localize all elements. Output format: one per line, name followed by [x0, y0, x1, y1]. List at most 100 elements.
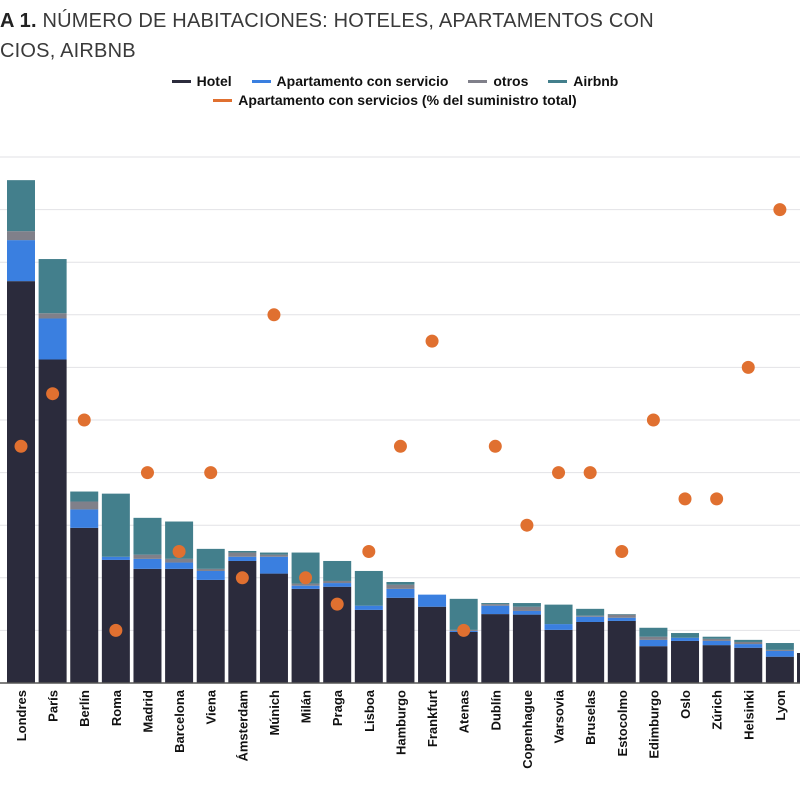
bar-airbnb: [354, 570, 383, 606]
bar-apartamento-con-servicio: [38, 318, 67, 360]
bar-apartamento-con-servicio: [228, 556, 257, 561]
x-tick-label: Lyon: [773, 690, 788, 721]
bar-otros: [734, 641, 763, 645]
bar-hotel: [481, 614, 510, 683]
bar-airbnb: [228, 550, 257, 553]
bar-apartamento-con-servicio: [291, 585, 320, 589]
x-tick-label: París: [46, 690, 61, 722]
chart-title-prefix: A 1.: [0, 10, 37, 32]
bar-apartamento-con-servicio: [165, 562, 194, 569]
bar-hotel: [259, 573, 288, 683]
bar-hotel: [418, 606, 447, 683]
legend-item-serviced: Apartamento con servicio: [251, 73, 449, 89]
bar-hotel: [7, 281, 35, 683]
x-tick-label: Estocolmo: [615, 690, 630, 757]
legend-label: Apartamento con servicios (% del suminis…: [238, 92, 577, 108]
pct-point: [362, 545, 376, 558]
chart-title-text: NÚMERO DE HABITACIONES: HOTELES, APARTAM…: [42, 10, 654, 32]
legend-label: Apartamento con servicio: [276, 73, 449, 89]
bar-airbnb: [38, 259, 67, 314]
x-tick-label: Viena: [204, 689, 219, 724]
x-tick-label: Múnich: [267, 690, 282, 736]
bar-otros: [702, 638, 731, 641]
legend-swatch: [251, 79, 271, 83]
bar-airbnb: [133, 517, 162, 555]
bar-apartamento-con-servicio: [418, 594, 447, 607]
legend: Hotel Apartamento con servicio otros Air…: [0, 73, 790, 89]
bar-hotel: [38, 359, 67, 683]
x-tick-label: Roma: [109, 689, 124, 726]
bar-otros: [259, 554, 288, 557]
legend-swatch: [548, 79, 568, 83]
x-tick-label: Madrid: [140, 690, 155, 733]
bar-hotel: [449, 631, 478, 683]
bar-apartamento-con-servicio: [576, 616, 605, 622]
pct-point: [393, 439, 407, 453]
bar-airbnb: [259, 552, 288, 555]
bar-airbnb: [323, 560, 352, 581]
chart-title-line2: CIOS, AIRBNB: [0, 40, 136, 62]
bar-otros: [639, 636, 668, 640]
bar-hotel: [734, 647, 763, 683]
pct-point: [140, 466, 154, 480]
bar-hotel: [702, 645, 731, 683]
bar-airbnb: [101, 493, 130, 557]
bar-otros: [512, 606, 541, 611]
x-tick-label: Barcelona: [172, 689, 187, 753]
x-tick-label: Copenhague: [520, 690, 535, 769]
bar-apartamento-con-servicio: [196, 570, 225, 580]
x-tick-label: Lisboa: [362, 689, 377, 732]
bar-apartamento-con-servicio: [70, 509, 99, 528]
bar-airbnb: [607, 614, 636, 615]
x-tick-label: Londres: [14, 690, 29, 741]
x-tick-label: Helsinki: [741, 690, 756, 740]
legend-item-others: otros: [468, 73, 528, 89]
legend-swatch: [468, 79, 488, 83]
pct-point: [299, 571, 313, 585]
bar-apartamento-con-servicio: [671, 637, 700, 641]
bar-apartamento-con-servicio: [386, 588, 415, 598]
bar-apartamento-con-servicio: [133, 558, 162, 569]
legend-label: Hotel: [196, 73, 232, 89]
bar-otros: [7, 231, 35, 241]
pct-point: [741, 360, 755, 374]
bar-hotel: [607, 620, 636, 683]
x-tick-label: Berlín: [77, 690, 92, 727]
bar-partial: [797, 653, 800, 683]
pct-point: [172, 545, 186, 558]
bar-hotel: [765, 656, 794, 683]
x-tick-label: Varsovia: [552, 689, 567, 743]
bar-otros: [228, 552, 257, 557]
pct-point: [46, 387, 60, 401]
pct-point: [204, 466, 218, 480]
pct-point: [583, 466, 597, 480]
bar-airbnb: [639, 627, 668, 637]
legend-swatch: [213, 98, 233, 102]
legend-item-hotel: Hotel: [171, 73, 232, 89]
bar-apartamento-con-servicio: [702, 640, 731, 646]
pct-point: [678, 492, 692, 506]
bar-apartamento-con-servicio: [7, 240, 35, 282]
bar-hotel: [576, 621, 605, 683]
bar-apartamento-con-servicio: [765, 650, 794, 657]
bar-airbnb: [512, 603, 541, 607]
x-tick-label: Frankfurt: [425, 689, 440, 747]
bar-apartamento-con-servicio: [639, 639, 668, 647]
bar-hotel: [101, 559, 130, 683]
bar-airbnb: [544, 604, 573, 625]
pct-point: [552, 466, 566, 480]
bar-otros: [576, 615, 605, 617]
pct-point: [488, 439, 502, 453]
chart-title-line1: A 1. NÚMERO DE HABITACIONES: HOTELES, AP…: [0, 10, 654, 33]
bar-otros: [133, 554, 162, 559]
bar-airbnb: [702, 636, 731, 639]
pct-point: [235, 571, 249, 585]
legend-swatch: [171, 79, 191, 83]
bar-apartamento-con-servicio: [544, 624, 573, 630]
pct-point: [267, 308, 281, 322]
bar-otros: [323, 580, 352, 584]
pct-point: [109, 623, 123, 637]
bar-hotel: [671, 640, 700, 683]
bar-otros: [196, 568, 225, 571]
pct-point: [77, 413, 91, 427]
